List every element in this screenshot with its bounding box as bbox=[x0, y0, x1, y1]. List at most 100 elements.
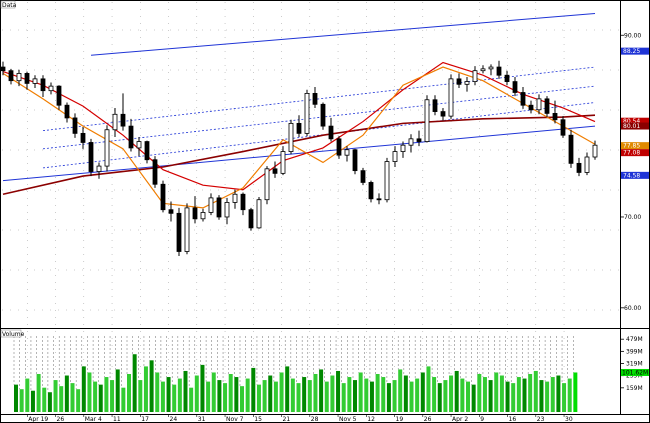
volume-bar bbox=[138, 380, 143, 412]
volume-bar bbox=[449, 375, 454, 412]
volume-current-marker bbox=[621, 368, 649, 376]
date-tick-label: Mar 4 bbox=[85, 416, 102, 423]
candlestick bbox=[536, 94, 542, 115]
indicator-lines bbox=[2, 12, 596, 209]
volume-bar bbox=[251, 367, 256, 412]
volume-bar bbox=[279, 372, 284, 412]
candlestick bbox=[520, 87, 526, 109]
date-tick-label: 21 bbox=[283, 416, 291, 423]
candlestick bbox=[216, 195, 222, 220]
volume-bar bbox=[454, 370, 459, 412]
candle-body bbox=[312, 93, 318, 105]
candle-body bbox=[552, 112, 558, 121]
volume-bar bbox=[172, 384, 177, 412]
candlestick bbox=[464, 77, 470, 92]
volume-bar bbox=[110, 380, 115, 412]
volume-bar bbox=[47, 392, 52, 412]
volume-bar bbox=[460, 378, 465, 412]
candlestick bbox=[440, 107, 446, 121]
date-tick-label: Apr 19 bbox=[28, 416, 48, 423]
candle-body bbox=[296, 122, 302, 134]
volume-bar bbox=[121, 387, 126, 412]
volume-bar bbox=[369, 381, 374, 412]
candlestick bbox=[352, 148, 358, 175]
volume-bar bbox=[386, 383, 391, 412]
candlestick bbox=[408, 134, 414, 153]
candle-body bbox=[200, 212, 206, 220]
candle-body bbox=[136, 141, 142, 149]
volume-bar bbox=[53, 380, 58, 412]
candle-body bbox=[520, 92, 526, 106]
date-tick-label: 17 bbox=[141, 416, 149, 423]
candlestick bbox=[240, 192, 246, 216]
price-marker-label: 77.85 bbox=[623, 143, 640, 150]
date-tick-label: 26 bbox=[424, 416, 432, 423]
volume-bar bbox=[19, 389, 24, 412]
candle-body bbox=[424, 99, 430, 142]
date-axis: Apr 19 26 Mar 4 11 17 24 31 Nov 7 15 21 28 Nov 5 12 1… bbox=[26, 414, 573, 423]
candle-body bbox=[72, 117, 78, 134]
candlestick bbox=[296, 115, 302, 138]
volume-bar bbox=[30, 390, 35, 412]
candle-body bbox=[64, 104, 70, 119]
candlestick bbox=[72, 113, 78, 138]
volume-bar bbox=[409, 381, 414, 412]
volume-bar bbox=[256, 384, 261, 412]
volume-bar bbox=[336, 370, 341, 412]
volume-bar bbox=[143, 366, 148, 412]
candlestick bbox=[592, 140, 598, 160]
candlestick bbox=[160, 180, 166, 213]
volume-bar bbox=[290, 378, 295, 412]
volume-bar bbox=[562, 383, 567, 412]
volume-bar bbox=[81, 366, 86, 412]
volume-bars bbox=[13, 336, 578, 412]
volume-bar bbox=[76, 389, 81, 412]
candle-body bbox=[360, 170, 366, 183]
grid bbox=[2, 2, 620, 414]
candle-body bbox=[192, 207, 198, 220]
price-tick-label: 70.00 bbox=[624, 214, 641, 221]
volume-bar bbox=[183, 370, 188, 412]
date-tick-label: Nov 7 bbox=[226, 416, 244, 423]
candlestick bbox=[432, 95, 438, 116]
candlestick bbox=[512, 77, 518, 97]
date-tick-label: 19 bbox=[396, 416, 404, 423]
volume-bar bbox=[511, 383, 516, 412]
volume-panel-name: Volume bbox=[2, 331, 25, 338]
candle-body bbox=[40, 78, 46, 92]
candle-body bbox=[352, 149, 358, 172]
candle-body bbox=[464, 81, 470, 85]
date-tick-label: 15 bbox=[254, 416, 262, 423]
volume-bar bbox=[160, 381, 165, 412]
volume-bar bbox=[177, 378, 182, 412]
volume-bar bbox=[381, 377, 386, 412]
candle-body bbox=[384, 161, 390, 201]
volume-bar bbox=[482, 377, 487, 412]
candlestick bbox=[544, 96, 550, 118]
volume-bar bbox=[398, 369, 403, 412]
volume-bar bbox=[25, 378, 30, 412]
candle-body bbox=[32, 78, 38, 84]
candlestick bbox=[152, 156, 158, 188]
volume-bar bbox=[36, 374, 41, 412]
candle-body bbox=[280, 151, 286, 174]
candle-body bbox=[16, 73, 22, 82]
volume-tick-label: 159M bbox=[626, 385, 643, 392]
candlestick bbox=[392, 146, 398, 167]
candlestick bbox=[560, 116, 566, 138]
candlestick bbox=[56, 85, 62, 110]
channel-inner-line bbox=[42, 102, 596, 169]
price-marker bbox=[621, 122, 649, 130]
candle-body bbox=[160, 183, 166, 211]
candlestick bbox=[528, 100, 534, 114]
volume-bar bbox=[93, 381, 98, 412]
volume-bar bbox=[217, 380, 222, 412]
candlestick bbox=[368, 180, 374, 203]
volume-bar bbox=[392, 380, 397, 412]
volume-panel-name-box bbox=[0, 329, 22, 338]
candlestick bbox=[504, 70, 510, 86]
volume-bar bbox=[115, 369, 120, 412]
volume-bar bbox=[488, 380, 493, 412]
candlestick bbox=[88, 138, 94, 177]
